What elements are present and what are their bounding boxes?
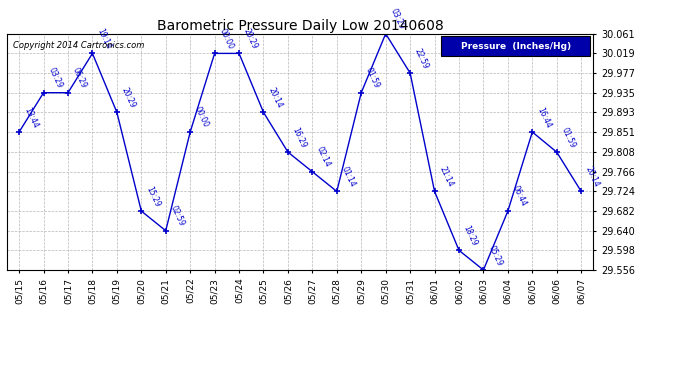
Text: 06:44: 06:44 bbox=[511, 184, 528, 208]
Text: 21:14: 21:14 bbox=[437, 165, 455, 189]
Text: 06:29: 06:29 bbox=[71, 66, 88, 90]
Text: 20:29: 20:29 bbox=[241, 27, 259, 51]
Text: 00:00: 00:00 bbox=[217, 27, 235, 51]
Text: 01:59: 01:59 bbox=[560, 126, 577, 149]
Text: 13:44: 13:44 bbox=[22, 106, 39, 129]
Text: 20:14: 20:14 bbox=[266, 86, 284, 109]
Text: 19:14: 19:14 bbox=[95, 27, 112, 51]
Text: 22:59: 22:59 bbox=[413, 47, 431, 70]
Text: 03:29: 03:29 bbox=[388, 8, 406, 31]
Text: 03:29: 03:29 bbox=[46, 66, 63, 90]
Title: Barometric Pressure Daily Low 20140608: Barometric Pressure Daily Low 20140608 bbox=[157, 19, 444, 33]
Text: 01:14: 01:14 bbox=[339, 165, 357, 189]
Text: 00:00: 00:00 bbox=[193, 105, 210, 129]
Text: 20:29: 20:29 bbox=[119, 86, 137, 109]
Text: 02:14: 02:14 bbox=[315, 146, 333, 169]
Text: 16:44: 16:44 bbox=[535, 106, 553, 129]
Text: 15:29: 15:29 bbox=[144, 185, 161, 208]
Text: 16:29: 16:29 bbox=[290, 126, 308, 149]
Text: 01:59: 01:59 bbox=[364, 66, 382, 90]
Text: 18:29: 18:29 bbox=[462, 224, 479, 248]
Text: Copyright 2014 Cartronics.com: Copyright 2014 Cartronics.com bbox=[13, 41, 144, 50]
Text: 05:29: 05:29 bbox=[486, 244, 504, 267]
Text: 20:14: 20:14 bbox=[584, 165, 601, 189]
FancyBboxPatch shape bbox=[441, 36, 591, 56]
Text: Pressure  (Inches/Hg): Pressure (Inches/Hg) bbox=[461, 42, 571, 51]
Text: 02:59: 02:59 bbox=[168, 204, 186, 228]
